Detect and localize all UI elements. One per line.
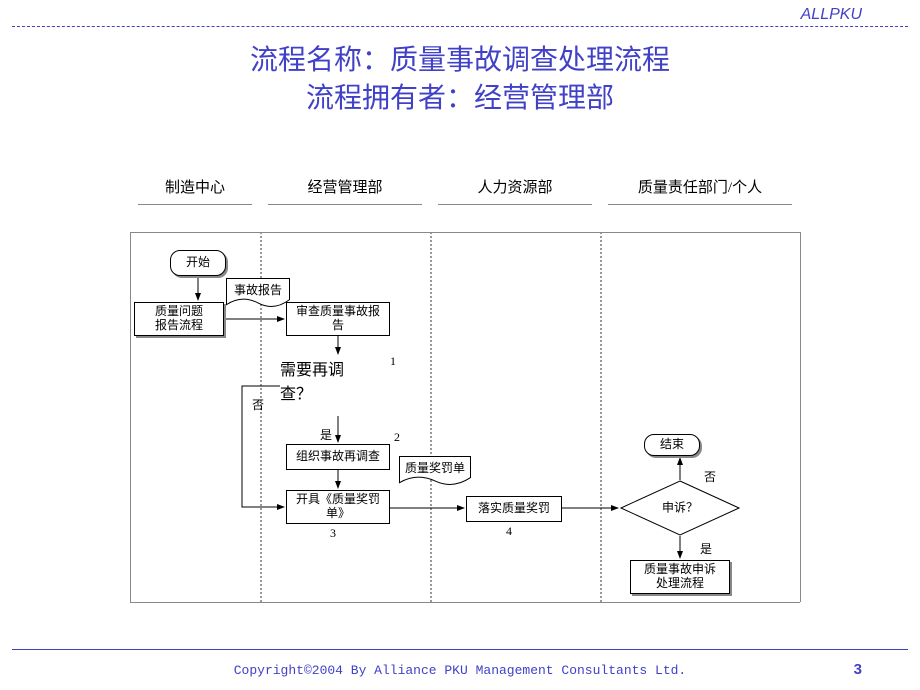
copyright-footer: Copyright©2004 By Alliance PKU Managemen…: [0, 663, 920, 678]
flow-node-org_inv: 组织事故再调查: [286, 444, 390, 470]
page-number: 3: [854, 661, 862, 678]
flow-node-appeal: 申诉？: [620, 480, 740, 536]
edge-label-no2: 否: [704, 468, 716, 485]
step-number: 2: [394, 430, 400, 445]
edge-label-no1: 否: [252, 396, 264, 413]
bottom-divider: [12, 649, 908, 650]
flow-arrows: [0, 0, 920, 690]
flow-node-start: 开始: [170, 250, 226, 276]
edge-label-yes1: 是: [320, 426, 332, 443]
flow-node-enforce: 落实质量奖罚: [466, 496, 562, 522]
flow-node-doc_award: 质量奖罚单: [399, 456, 471, 486]
flow-node-end: 结束: [644, 434, 700, 456]
flow-node-need_inv: 需要再调查？: [280, 356, 396, 416]
flow-node-doc_report: 事故报告: [226, 278, 290, 308]
flow-node-next_proc: 质量事故申诉处理流程: [630, 560, 730, 594]
step-number: 3: [330, 526, 336, 541]
step-number: 4: [506, 524, 512, 539]
flow-node-review: 审查质量事故报告: [286, 302, 390, 336]
step-number: 1: [390, 354, 396, 369]
edge-label-yes2: 是: [700, 540, 712, 557]
flow-node-issue: 开具《质量奖罚单》: [286, 490, 390, 524]
flow-node-prev_proc: 质量问题报告流程: [134, 302, 224, 336]
